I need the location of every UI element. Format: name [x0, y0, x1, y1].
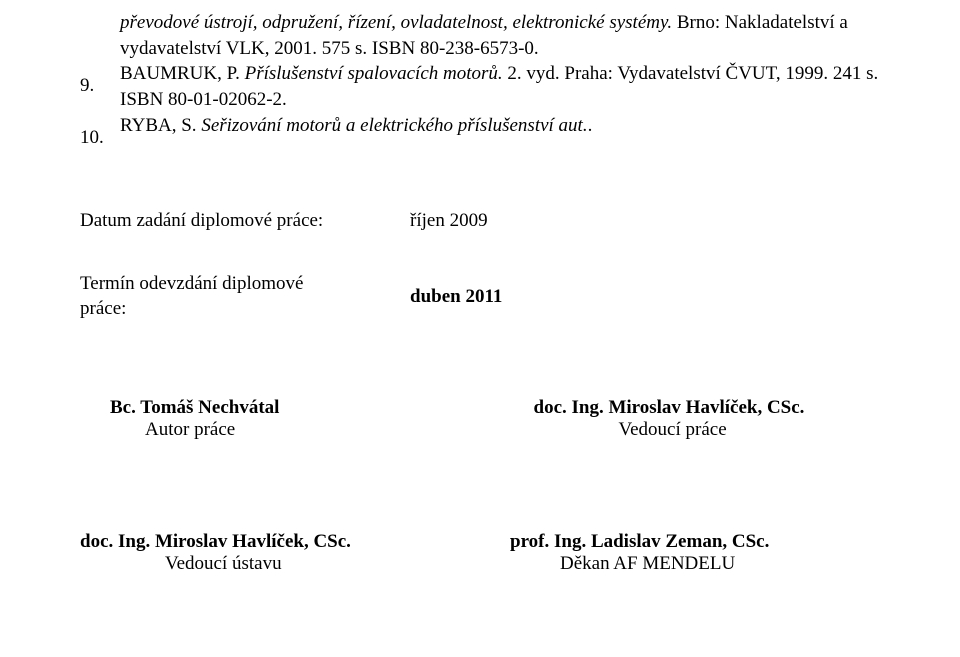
dean-signature: prof. Ing. Ladislav Zeman, CSc. Děkan AF…: [450, 531, 880, 575]
ref-body: RYBA, S. Seřizování motorů a elektrickéh…: [120, 113, 880, 139]
supervisor-name: doc. Ing. Miroslav Havlíček, CSc.: [534, 397, 881, 419]
author-signature: Bc. Tomáš Nechvátal Autor práce: [80, 397, 534, 441]
supervisor-signature: doc. Ing. Miroslav Havlíček, CSc. Vedouc…: [534, 397, 881, 441]
ref-text: RYBA, S.: [120, 115, 201, 136]
signature-block-1: Bc. Tomáš Nechvátal Autor práce doc. Ing…: [80, 397, 880, 441]
ref-body: převodové ústrojí, odpružení, řízení, ov…: [120, 10, 880, 61]
reference-10: 10. RYBA, S. Seřizování motorů a elektri…: [80, 113, 880, 151]
submission-date-label-line1: Termín odevzdání diplomové: [80, 272, 410, 297]
head-name: doc. Ing. Miroslav Havlíček, CSc.: [80, 531, 450, 553]
submission-date-row: Termín odevzdání diplomové práce: duben …: [80, 272, 880, 321]
ref-text-italic: převodové ústrojí, odpružení, řízení, ov…: [120, 12, 672, 33]
ref-num: 9.: [80, 61, 120, 99]
department-head-signature: doc. Ing. Miroslav Havlíček, CSc. Vedouc…: [80, 531, 450, 575]
head-role: Vedoucí ústavu: [80, 553, 450, 575]
ref-num-blank: [80, 10, 120, 22]
submission-date-label-line2: práce:: [80, 297, 410, 322]
page: převodové ústrojí, odpružení, řízení, ov…: [0, 0, 960, 657]
submission-date-value: duben 2011: [410, 286, 502, 308]
assignment-date-row: Datum zadání diplomové práce: říjen 2009: [80, 210, 880, 232]
dean-name: prof. Ing. Ladislav Zeman, CSc.: [510, 531, 880, 553]
signature-block-2: doc. Ing. Miroslav Havlíček, CSc. Vedouc…: [80, 531, 880, 575]
references-block: převodové ústrojí, odpružení, řízení, ov…: [80, 10, 880, 150]
reference-9: 9. BAUMRUK, P. Příslušenství spalovacích…: [80, 61, 880, 112]
assignment-date-value: říjen 2009: [410, 210, 488, 232]
ref-text: .: [588, 115, 593, 136]
dean-role: Děkan AF MENDELU: [510, 553, 880, 575]
assignment-date-label: Datum zadání diplomové práce:: [80, 210, 410, 232]
reference-8-continuation: převodové ústrojí, odpružení, řízení, ov…: [80, 10, 880, 61]
author-role: Autor práce: [110, 419, 534, 441]
author-name: Bc. Tomáš Nechvátal: [110, 397, 534, 419]
supervisor-role: Vedoucí práce: [534, 419, 881, 441]
ref-body: BAUMRUK, P. Příslušenství spalovacích mo…: [120, 61, 880, 112]
ref-num: 10.: [80, 113, 120, 151]
ref-text-italic: Seřizování motorů a elektrického přísluš…: [201, 115, 587, 136]
ref-text-italic: Příslušenství spalovacích motorů.: [245, 63, 503, 84]
ref-text: BAUMRUK, P.: [120, 63, 245, 84]
submission-date-label: Termín odevzdání diplomové práce:: [80, 272, 410, 321]
